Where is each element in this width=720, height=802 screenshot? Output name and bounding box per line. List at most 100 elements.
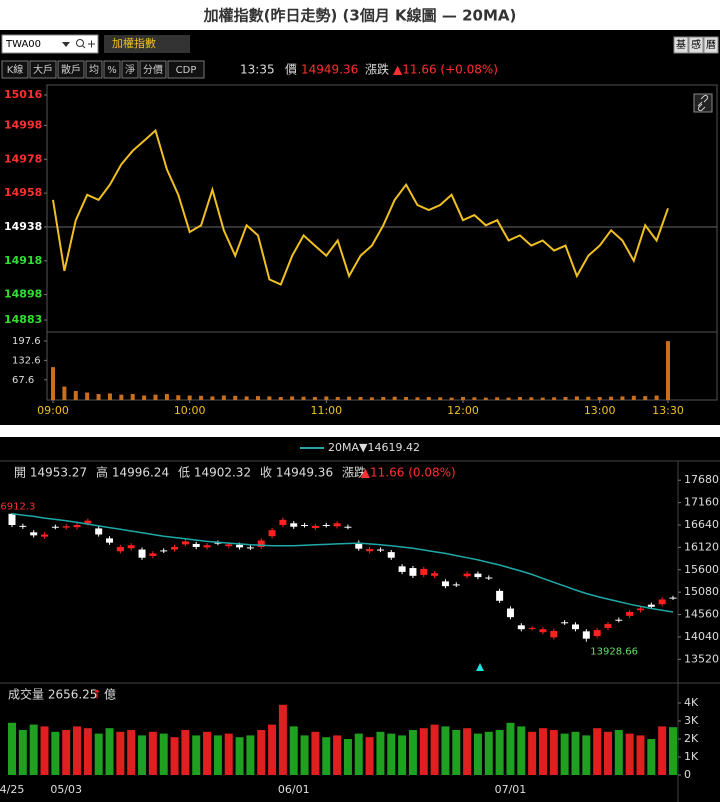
y-tick-label: 14918	[4, 254, 42, 267]
toolbar-button[interactable]	[688, 36, 704, 54]
quote-item: 低 14902.32	[178, 466, 251, 480]
volume-bar	[636, 735, 645, 775]
high-label: 16912.3	[0, 501, 35, 512]
toolbar-button[interactable]	[673, 36, 689, 54]
volume-bar	[127, 730, 136, 775]
candle-body	[214, 542, 222, 544]
volume-bar	[347, 396, 352, 400]
symbol-input[interactable]	[1, 34, 99, 54]
y-tick-label: 3K	[684, 714, 699, 727]
volume-bar	[181, 730, 190, 775]
line	[52, 128, 669, 286]
volume-bar	[419, 728, 428, 775]
candle-body	[485, 577, 493, 579]
dropdown-icon[interactable]	[62, 42, 70, 47]
volume-bar	[643, 396, 648, 400]
volume-bar	[312, 397, 317, 400]
toolbar-button[interactable]	[703, 36, 719, 54]
price-label: 價	[285, 63, 297, 77]
candle-body	[160, 550, 168, 552]
toolbar-button[interactable]	[167, 60, 205, 79]
toolbar-button[interactable]	[57, 60, 85, 79]
volume-bar	[506, 397, 511, 400]
toolbar-button-label: 散戶	[61, 63, 81, 76]
volume-bar	[267, 396, 272, 400]
candle-body	[62, 526, 70, 528]
y-tick-label: 2K	[684, 732, 699, 745]
volume-bar	[333, 735, 342, 775]
volume-bar	[199, 395, 204, 400]
volume-bar	[233, 395, 238, 400]
low-label: 13928.66	[590, 647, 638, 658]
volume-bar	[257, 730, 266, 775]
volume-bar	[452, 730, 461, 775]
volume-bar	[654, 395, 659, 400]
toolbar-button[interactable]	[121, 60, 139, 79]
volume-bar	[461, 397, 465, 400]
toolbar-button[interactable]	[139, 60, 167, 79]
volume-bar	[268, 724, 277, 775]
change-label: 漲跌	[365, 62, 389, 77]
candle-body	[333, 523, 341, 527]
volume-bar	[300, 735, 309, 775]
y-tick-label: 13520	[684, 652, 719, 665]
candle-body	[528, 627, 536, 629]
candle-body	[95, 528, 103, 535]
volume-bar	[631, 395, 636, 400]
quote-item: 收 14949.36	[260, 466, 333, 480]
x-tick-label: 07/01	[495, 783, 527, 796]
volume-bar	[244, 396, 249, 400]
legend-label: 20MA	[328, 441, 359, 454]
candle-body	[420, 568, 428, 575]
candle-body	[30, 532, 38, 536]
time: 13:35	[240, 63, 275, 77]
volume-bar	[256, 396, 260, 400]
candle-body	[246, 547, 254, 549]
volume-bar	[324, 396, 329, 400]
candle-body	[582, 631, 590, 639]
volume-bar	[203, 731, 212, 775]
volume-bar	[563, 397, 568, 400]
candle-body	[106, 538, 114, 543]
volume-bar	[529, 397, 534, 400]
candle-body	[647, 604, 655, 607]
toolbar-button-label: 大戶	[33, 63, 53, 76]
volume-bar	[603, 731, 612, 775]
toolbar-button[interactable]	[85, 60, 103, 79]
candle-body	[301, 525, 309, 526]
volume-bar	[170, 737, 179, 775]
y-tick-label: 14998	[4, 118, 42, 131]
volume-bar	[517, 397, 522, 400]
candle-body	[203, 545, 211, 548]
volume-bar	[164, 394, 169, 400]
candle-body	[149, 553, 157, 556]
candle-body	[658, 599, 666, 605]
y-tick-label: 17680	[684, 473, 719, 486]
volume-bar	[96, 394, 101, 400]
search-icon[interactable]	[76, 39, 84, 47]
volume-bar	[153, 394, 158, 400]
candle-body	[225, 544, 233, 547]
toolbar-button[interactable]	[103, 60, 121, 79]
volume-bar	[85, 392, 90, 400]
volume-bar	[365, 737, 374, 775]
link-icon	[697, 94, 709, 112]
toolbar-button-label: K線	[7, 63, 24, 76]
volume-bar	[484, 731, 493, 775]
volume-bar	[148, 731, 157, 775]
candle-body	[366, 549, 374, 552]
toolbar-button-label: 均	[89, 64, 99, 76]
price: 14949.36	[301, 63, 358, 77]
add-icon[interactable]	[88, 40, 95, 48]
volume-bar	[369, 397, 374, 400]
candle-body	[376, 549, 384, 551]
volume-bar	[119, 394, 124, 400]
candle-body	[571, 624, 579, 630]
volume-bar	[669, 727, 677, 775]
volume-bar	[246, 735, 255, 775]
toolbar-button[interactable]	[1, 60, 29, 79]
x-tick-label: 06/01	[278, 783, 310, 796]
volume-bar	[51, 367, 55, 400]
toolbar-button[interactable]	[29, 60, 57, 79]
